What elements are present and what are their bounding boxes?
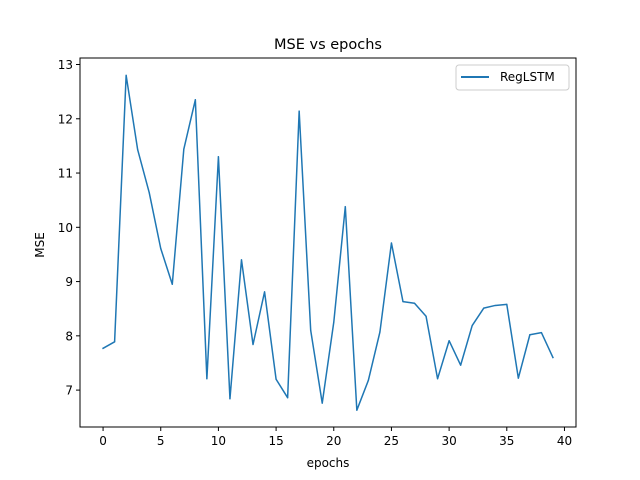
data-point	[240, 259, 243, 261]
data-point	[552, 356, 554, 359]
x-tick-label: 0	[99, 434, 107, 448]
data-point	[506, 303, 508, 305]
data-point	[206, 378, 208, 380]
data-point	[263, 291, 266, 293]
data-point	[114, 341, 116, 343]
data-point	[517, 377, 519, 379]
data-point	[344, 206, 346, 208]
data-point	[148, 191, 150, 194]
data-point	[390, 242, 393, 244]
legend-box	[455, 64, 570, 91]
data-point	[402, 301, 404, 303]
x-tick-label: 5	[157, 434, 165, 448]
y-tick-label: 9	[65, 275, 73, 289]
y-tick-label: 11	[58, 167, 73, 181]
data-point	[483, 307, 485, 309]
x-tick-label: 35	[499, 434, 514, 448]
data-point	[298, 110, 300, 112]
data-point	[529, 334, 531, 336]
x-tick-label: 40	[557, 434, 572, 448]
data-point	[540, 331, 542, 334]
y-tick-label: 8	[65, 329, 73, 343]
y-axis-label: MSE	[33, 232, 47, 258]
x-tick-label: 20	[326, 434, 341, 448]
data-point	[356, 409, 358, 411]
x-tick-label: 25	[384, 434, 399, 448]
data-point	[321, 402, 323, 404]
y-axis: 7 8 9 10 11 12 13	[58, 58, 80, 398]
data-point	[413, 302, 416, 304]
data-point	[367, 379, 369, 381]
data-point	[125, 74, 127, 76]
data-point	[217, 156, 220, 158]
y-tick-label: 12	[58, 112, 73, 126]
x-axis: 0 5 10 15 20 25 30 35 40	[99, 427, 572, 448]
data-point	[102, 347, 104, 349]
data-point	[471, 324, 473, 327]
x-axis-label: epochs	[307, 456, 350, 470]
x-tick-label: 15	[268, 434, 283, 448]
y-tick-label: 10	[58, 221, 73, 235]
data-point	[460, 364, 462, 366]
data-point	[379, 331, 381, 333]
chart-title: MSE vs epochs	[274, 37, 382, 53]
series-line	[102, 74, 554, 411]
data-point	[275, 378, 277, 380]
data-point	[425, 315, 427, 317]
data-point	[194, 99, 196, 101]
data-point	[171, 283, 173, 285]
data-point	[160, 247, 162, 250]
data-point	[137, 149, 139, 151]
data-point	[333, 321, 335, 323]
legend: RegLSTM	[455, 64, 570, 91]
data-point	[448, 340, 450, 342]
data-point	[183, 148, 185, 150]
data-point	[436, 378, 439, 380]
axes-frame	[79, 57, 577, 428]
x-tick-label: 30	[441, 434, 456, 448]
data-point	[310, 329, 312, 332]
series-layer	[102, 74, 554, 411]
data-point	[252, 343, 254, 346]
legend-label: RegLSTM	[500, 70, 555, 84]
x-tick-label: 10	[211, 434, 226, 448]
data-point	[494, 304, 496, 307]
data-point	[229, 398, 231, 400]
y-tick-label: 7	[65, 384, 73, 398]
data-point	[287, 397, 289, 399]
plot-area	[79, 57, 577, 428]
y-tick-label: 13	[58, 58, 73, 72]
